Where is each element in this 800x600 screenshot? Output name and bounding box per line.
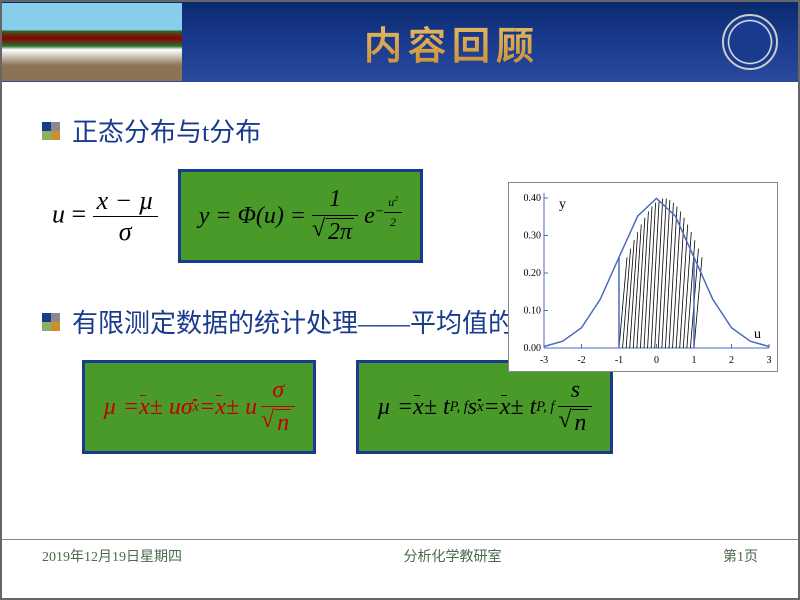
ci2-p2: s [468,394,477,421]
bullet-icon [42,122,60,140]
svg-text:1: 1 [692,355,697,366]
slide-content: 正态分布与t分布 u = x − µ σ y = Φ(u) = 1 2π e −… [2,82,798,562]
formula-u-num: x − µ [93,188,158,217]
svg-text:0.30: 0.30 [524,231,542,242]
ci2-p0: µ = [377,394,413,421]
svg-text:-3: -3 [540,355,548,366]
svg-text:3: 3 [767,355,772,366]
ci2-p3: = [484,394,500,421]
bullet-1: 正态分布与t分布 [42,112,758,149]
ci1-num: σ [261,377,295,407]
header-campus-photo [2,3,182,81]
ci2-sub-pf1: P, f [450,399,468,416]
ci1-p3: ± u [226,394,257,421]
svg-text:0.10: 0.10 [524,306,542,317]
formula-phi-den: 2π [326,218,354,246]
ci1-den: n [275,409,291,437]
exp-den: 2 [384,213,402,230]
svg-text:-1: -1 [615,355,623,366]
ci1-sub1: x [193,399,199,416]
svg-text:-2: -2 [577,355,585,366]
ci1-p2: = [199,394,215,421]
footer-page: 第1页 [723,546,758,566]
svg-text:0.40: 0.40 [524,193,542,204]
ci1-p0: µ = [103,394,139,421]
footer-center: 分析化学教研室 [404,546,502,566]
formula-u-den: σ [93,217,158,245]
xlabel: u [754,327,761,342]
ci2-xbar1: x [413,394,424,421]
ci2-sub-xbar: x [477,399,483,416]
ci2-xbar2: x [500,394,511,421]
slide-title: 内容回顾 [182,15,722,70]
normal-distribution-chart: y u 0.00 0.10 0.20 0.30 0.40 -3 -2 -1 0 1 2 3 [508,182,778,372]
footer-date: 2019年12月19日星期四 [42,546,182,566]
ci1-p1: ± uσ [150,394,193,421]
exp-sup: 2 [394,195,398,203]
svg-text:2: 2 [729,355,734,366]
formula-u: u = x − µ σ [52,188,158,245]
formula-phi-lhs: y = Φ(u) = [199,203,306,230]
ci1-xbar2: x [215,394,226,421]
formula-phi-e: e [364,203,375,230]
formula-ci-sigma: µ = x ± uσx = x ± u σ n [82,360,316,454]
ci2-num: s [558,377,592,407]
bullet-1-text: 正态分布与t分布 [72,112,261,149]
formula-row-2: µ = x ± uσx = x ± u σ n µ = x ± tP, f sx… [82,360,758,454]
university-logo [722,14,778,70]
slide-footer: 2019年12月19日星期四 分析化学教研室 第1页 [2,539,798,566]
ci2-p1: ± t [424,394,450,421]
svg-text:0.20: 0.20 [524,268,542,279]
svg-text:0.00: 0.00 [524,343,542,354]
formula-ci-s: µ = x ± tP, f sx = x ± tP, f s n [356,360,613,454]
formula-u-lhs: u [52,199,65,228]
ylabel: y [559,197,566,212]
ci2-sub-pf2: P, f [536,399,554,416]
chart-svg: y u 0.00 0.10 0.20 0.30 0.40 -3 -2 -1 0 1 2 3 [509,183,779,373]
ci2-den: n [572,409,588,437]
formula-phi-num: 1 [312,186,358,216]
slide-header: 内容回顾 [2,2,798,82]
formula-phi-box: y = Φ(u) = 1 2π e − u2 2 [178,169,423,263]
ci1-xbar1: x [139,394,150,421]
ci2-p4: ± t [510,394,536,421]
bullet-icon [42,313,60,331]
svg-text:0: 0 [654,355,659,366]
